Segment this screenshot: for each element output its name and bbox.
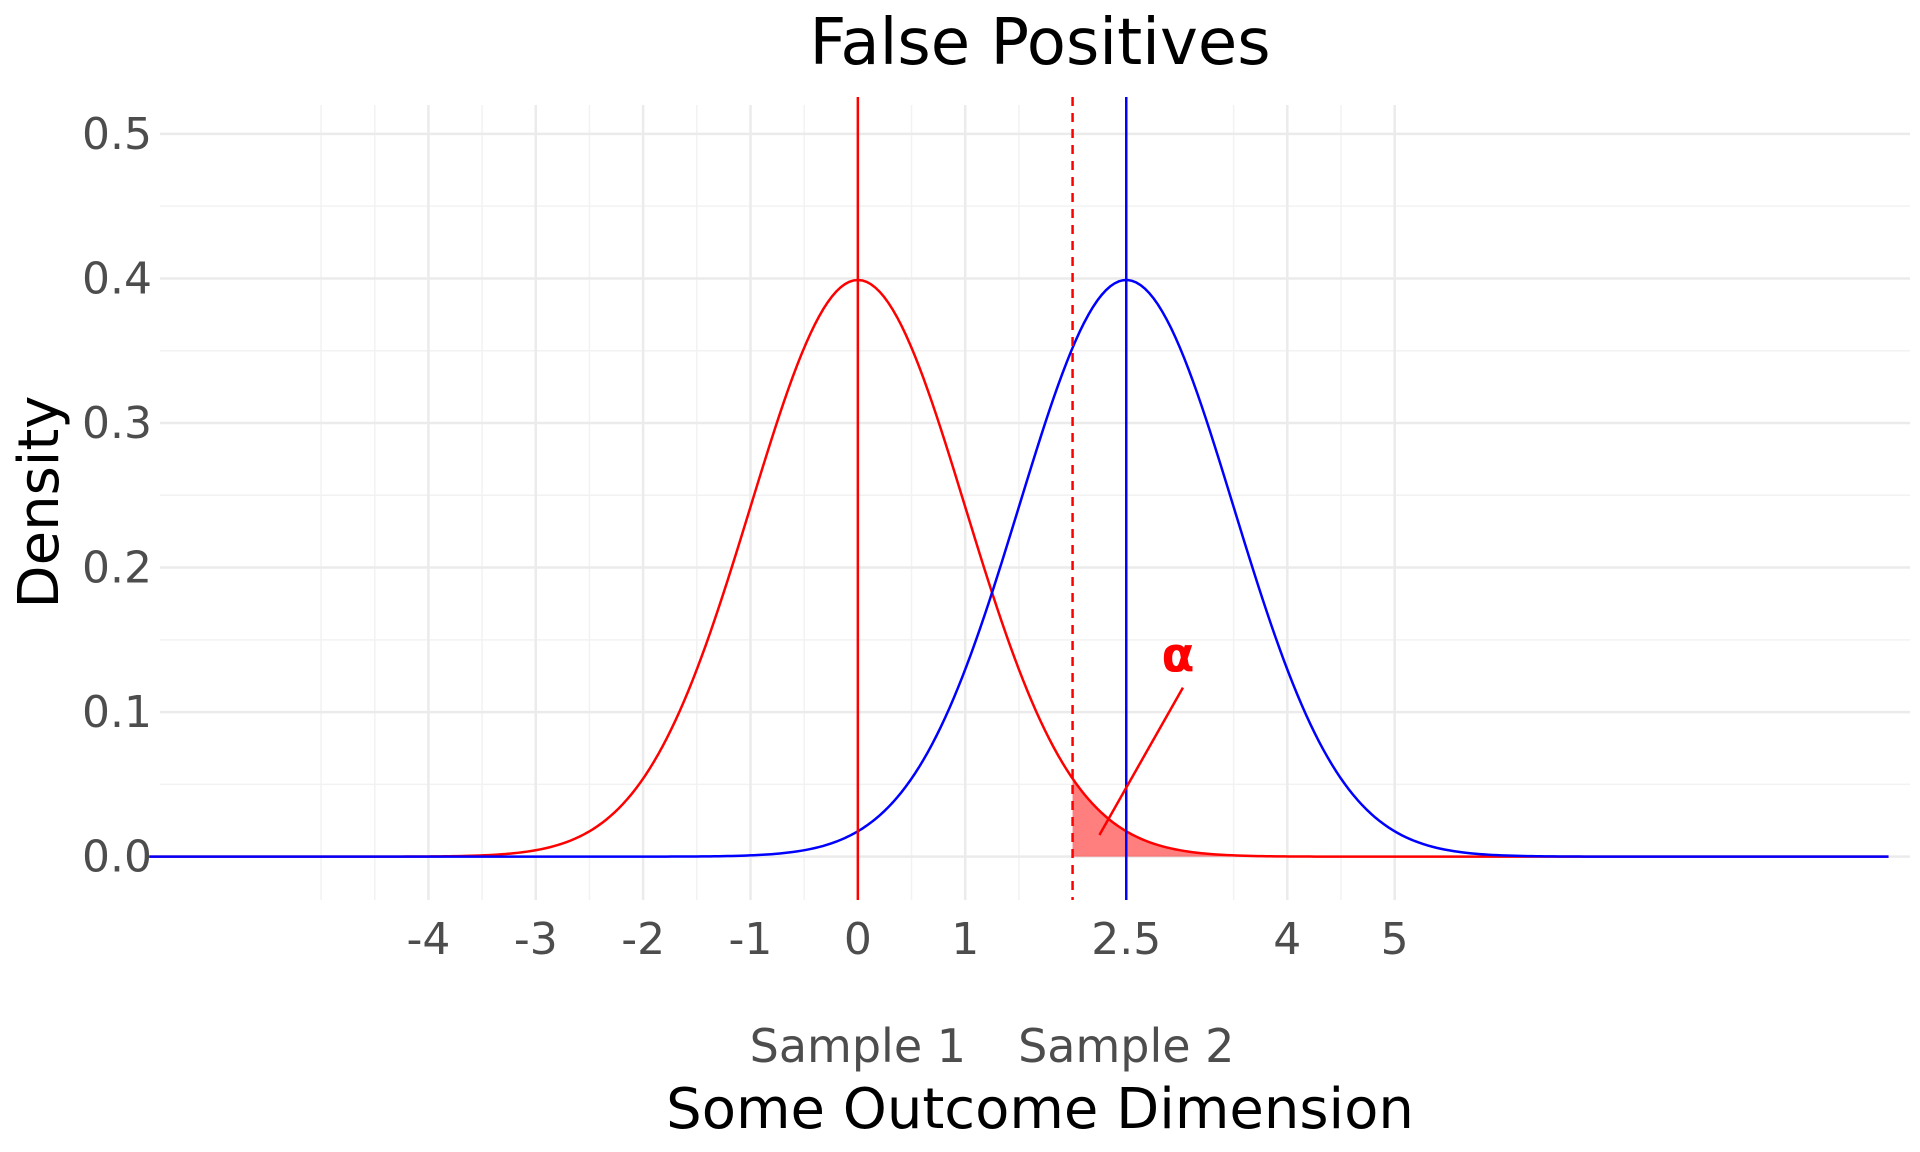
- y-axis-title: Density: [7, 396, 72, 609]
- alpha-arrow: [1098, 687, 1185, 836]
- x-tick-label: -1: [729, 914, 773, 965]
- x-tick-label: 0: [844, 914, 872, 965]
- grid: [160, 105, 1910, 900]
- sample-1-label: Sample 1: [750, 1019, 966, 1073]
- y-tick-label: 0.0: [82, 832, 152, 883]
- y-tick-labels: 0.0 0.1 0.2 0.3 0.4 0.5: [82, 109, 152, 883]
- y-tick-label: 0.1: [82, 687, 152, 738]
- vertical-lines-group: [856, 97, 1128, 900]
- x-tick-label: 5: [1381, 914, 1409, 965]
- x-tick-labels: -4 -3 -2 -1 0 1 2.5 4 5: [406, 914, 1408, 965]
- alpha-label: α: [1161, 628, 1194, 684]
- x-tick-label: 4: [1273, 914, 1301, 965]
- x-tick-label: 1: [951, 914, 979, 965]
- y-tick-label: 0.5: [82, 109, 152, 160]
- chart-title: False Positives: [809, 6, 1270, 80]
- shaded-region-group: [1072, 778, 1395, 857]
- y-tick-label: 0.2: [82, 543, 152, 594]
- y-tick-label: 0.4: [82, 253, 152, 304]
- x-axis-title: Some Outcome Dimension: [666, 1077, 1414, 1142]
- x-tick-label: -4: [406, 914, 450, 965]
- sample-2-density-curve: [149, 278, 1889, 858]
- sample-2-label: Sample 2: [1018, 1019, 1234, 1073]
- annotation-group: α: [1098, 628, 1194, 836]
- sample-labels: Sample 1 Sample 2: [750, 1019, 1235, 1073]
- x-tick-label: -2: [621, 914, 665, 965]
- y-tick-label: 0.3: [82, 398, 152, 449]
- x-tick-label: 2.5: [1091, 914, 1161, 965]
- alpha-shaded-region: [1072, 778, 1395, 857]
- x-tick-label: -3: [514, 914, 558, 965]
- curves-group: [149, 278, 1889, 858]
